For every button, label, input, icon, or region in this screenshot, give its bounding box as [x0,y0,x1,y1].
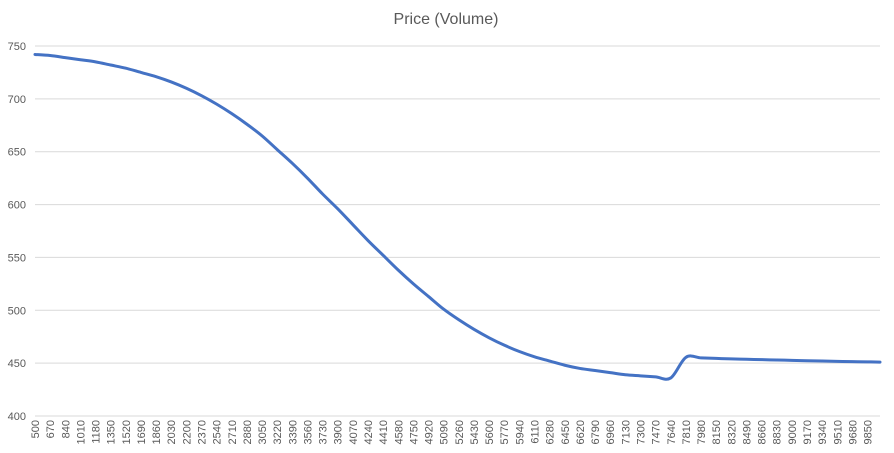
x-tick-label: 9000 [787,420,799,444]
y-tick-label: 500 [8,305,26,317]
x-tick-label: 7810 [681,420,693,444]
x-tick-label: 4920 [424,420,436,444]
x-tick-label: 3730 [318,420,330,444]
x-tick-label: 6620 [575,420,587,444]
x-tick-label: 3560 [302,420,314,444]
x-tick-label: 2200 [181,420,193,444]
x-tick-label: 4750 [408,420,420,444]
x-tick-label: 3390 [287,420,299,444]
x-tick-label: 5770 [499,420,511,444]
x-tick-label: 7640 [666,420,678,444]
x-tick-label: 4070 [348,420,360,444]
x-tick-label: 840 [60,420,72,438]
x-tick-label: 4240 [363,420,375,444]
x-tick-label: 6110 [530,420,542,444]
x-tick-label: 3050 [257,420,269,444]
y-tick-label: 650 [8,147,26,159]
x-tick-label: 7470 [651,420,663,444]
x-tick-label: 4580 [393,420,405,444]
x-tick-label: 5090 [439,420,451,444]
x-tick-label: 4410 [378,420,390,444]
y-tick-label: 400 [8,411,26,423]
x-tick-label: 5260 [454,420,466,444]
x-tick-label: 7300 [635,420,647,444]
x-tick-label: 9680 [847,420,859,444]
x-tick-label: 5940 [514,420,526,444]
y-axis-ticks: 400 450 500 550 600 650 700 750 [8,41,26,423]
x-tick-label: 8830 [772,420,784,444]
x-tick-label: 2370 [197,420,209,444]
series-group [33,52,882,381]
x-tick-label: 1520 [121,420,133,444]
x-tick-label: 1010 [75,420,87,444]
x-tick-label: 1860 [151,420,163,444]
x-axis-ticks: 500 670 840 1010 1180 1350 1520 1690 1860 2030 220… [30,420,875,444]
chart-title: Price (Volume) [394,11,499,28]
x-tick-label: 8490 [741,420,753,444]
x-tick-label: 1690 [136,420,148,444]
x-tick-label: 5600 [484,420,496,444]
x-tick-label: 2030 [166,420,178,444]
x-tick-label: 9850 [863,420,875,444]
y-tick-label: 750 [8,41,26,53]
x-tick-label: 6790 [590,420,602,444]
x-tick-label: 3900 [333,420,345,444]
x-tick-label: 8320 [726,420,738,444]
x-tick-label: 6960 [605,420,617,444]
x-tick-label: 7130 [620,420,632,444]
gridlines [35,45,880,364]
x-tick-label: 670 [45,420,57,438]
x-tick-label: 9340 [817,420,829,444]
x-tick-label: 7980 [696,420,708,444]
x-tick-label: 2880 [242,420,254,444]
x-tick-label: 2710 [227,420,239,444]
x-tick-label: 2540 [212,420,224,444]
x-tick-label: 1180 [91,420,103,444]
series-line [33,52,882,381]
x-tick-label: 9170 [802,420,814,444]
x-tick-label: 1350 [106,420,118,444]
x-tick-label: 500 [30,420,42,438]
x-tick-label: 6450 [560,420,572,444]
y-tick-label: 700 [8,94,26,106]
x-tick-label: 3220 [272,420,284,444]
y-tick-label: 450 [8,358,26,370]
y-tick-label: 550 [8,252,26,264]
y-tick-label: 600 [8,200,26,212]
x-tick-label: 6280 [545,420,557,444]
x-tick-label: 8660 [757,420,769,444]
x-tick-label: 9510 [832,420,844,444]
x-tick-label: 5430 [469,420,481,444]
x-tick-label: 8150 [711,420,723,444]
